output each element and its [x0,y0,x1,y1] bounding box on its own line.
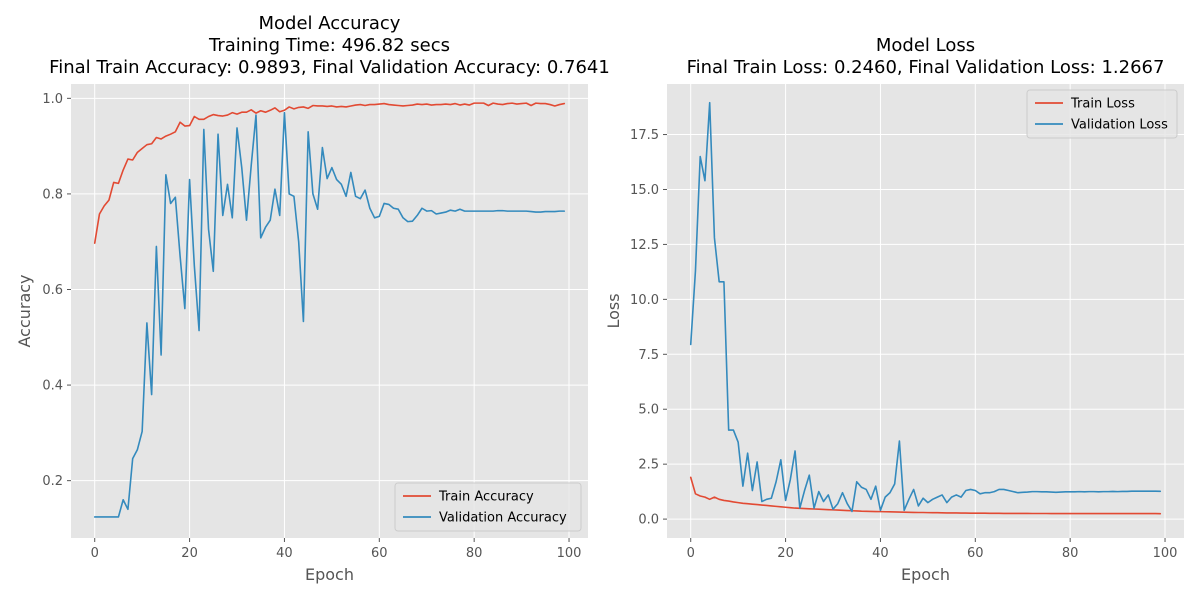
accuracy-y-tick-label: 0.2 [42,474,63,489]
accuracy-y-axis-label: Accuracy [15,274,34,347]
legend-label: Train Loss [1070,97,1135,112]
loss-x-tick-label: 40 [872,546,889,561]
loss-title-line: Final Train Loss: 0.2460, Final Validati… [687,57,1165,78]
accuracy-chart: 0 20 40 60 80 100 0.2 0.4 0.6 0.8 1.0 Model Accurac… [15,13,610,584]
accuracy-legend: Train Accuracy Validation Accuracy [394,482,582,532]
loss-y-tick-label: 2.5 [638,458,659,473]
loss-title-line: Model Loss [876,35,975,56]
accuracy-title-line: Training Time: 496.82 secs [208,35,450,56]
loss-plot-area [667,84,1184,538]
accuracy-y-tick-label: 0.6 [42,283,63,298]
accuracy-x-tick-label: 0 [91,546,99,561]
train-loss-line [689,476,1162,515]
accuracy-legend-box [394,482,582,532]
loss-y-tick-label: 7.5 [638,348,659,363]
loss-y-tick-label: 12.5 [630,238,659,253]
loss-x-tick-label: 20 [777,546,794,561]
accuracy-x-tick-label: 60 [371,546,388,561]
accuracy-x-tick-label: 80 [466,546,483,561]
loss-y-tick-label: 10.0 [630,293,659,308]
loss-legend-box [1026,89,1178,139]
loss-y-tick-label: 15.0 [630,183,659,198]
accuracy-x-tick-label: 20 [181,546,198,561]
validation-accuracy-line [93,111,566,518]
accuracy-title-line: Final Train Accuracy: 0.9893, Final Vali… [49,57,610,78]
loss-chart: 0 20 40 60 80 100 0.0 2.5 5.0 7.5 10.0 12.5 15.0 17.5… [604,35,1184,584]
accuracy-y-tick-label: 0.4 [42,379,63,394]
legend-label: Train Accuracy [438,490,534,505]
accuracy-x-tick-label: 100 [557,546,582,561]
loss-x-tick-label: 0 [687,546,695,561]
loss-y-tick-label: 5.0 [638,403,659,418]
train-accuracy-line [93,102,566,244]
accuracy-title-line: Model Accuracy [259,13,401,34]
accuracy-y-tick-label: 1.0 [42,92,63,107]
accuracy-x-tick-label: 40 [276,546,293,561]
loss-x-tick-label: 80 [1062,546,1079,561]
loss-x-tick-label: 100 [1153,546,1178,561]
legend-label: Validation Loss [1071,118,1168,133]
loss-y-tick-label: 0.0 [638,513,659,528]
loss-x-tick-label: 60 [967,546,984,561]
accuracy-y-tick-label: 0.8 [42,187,63,202]
loss-legend: Train Loss Validation Loss [1026,89,1178,139]
legend-label: Validation Accuracy [439,511,567,526]
validation-loss-line [689,101,1162,513]
accuracy-plot-area [71,84,588,538]
loss-y-tick-label: 17.5 [630,128,659,143]
accuracy-x-axis-label: Epoch [305,565,354,584]
loss-x-axis-label: Epoch [901,565,950,584]
loss-y-axis-label: Loss [604,293,623,328]
